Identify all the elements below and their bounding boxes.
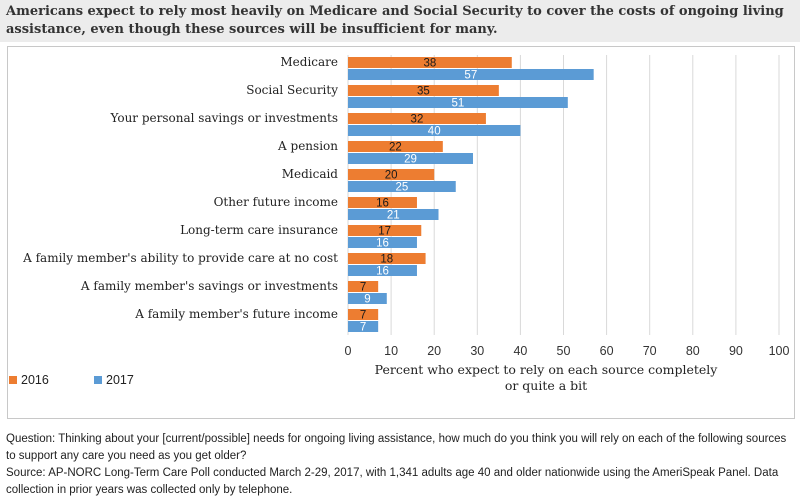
data-label-2017: 16 [376,238,389,250]
chart-frame: 0 10 20 30 40 50 60 70 80 90 100 Medicare 38 57 Social… [7,46,795,419]
bar-2017 [348,209,439,220]
bar-2017 [348,265,417,276]
bar-2017 [348,293,387,304]
bar-chart: 0 10 20 30 40 50 60 70 80 90 100 Medicare 38 57 Social… [9,55,790,393]
bar-2016 [348,309,379,320]
bar-2017 [348,321,379,332]
x-tick-label: 70 [643,344,657,358]
category-label: Long-term care insurance [180,223,338,237]
category-label: Other future income [214,195,338,209]
data-label-2017: 9 [364,294,370,306]
data-label-2016: 18 [380,254,393,266]
bar-2017 [348,97,568,108]
x-tick-label: 0 [345,344,352,358]
chart-title: Americans expect to rely most heavily on… [6,4,784,37]
data-label-2017: 57 [464,70,477,82]
category-label: Medicare [280,55,338,69]
data-label-2016: 20 [385,170,398,182]
category-label: A family member's ability to provide car… [22,251,338,265]
bar-2017 [348,125,521,136]
bar-2016 [348,169,435,180]
data-label-2016: 38 [423,58,436,70]
x-tick-label: 20 [427,344,441,358]
data-label-2017: 21 [387,210,400,222]
category-label: A family member's savings or investments [80,279,338,293]
data-label-2016: 7 [360,282,366,294]
data-label-2017: 25 [395,182,408,194]
data-label-2016: 17 [378,226,391,238]
data-label-2016: 22 [389,142,402,154]
x-tick-label: 100 [769,344,790,358]
legend-label-2016: 2016 [21,373,49,387]
bar-2016 [348,197,417,208]
x-tick-label: 60 [600,344,614,358]
x-axis-title: Percent who expect to rely on each sourc… [375,362,719,377]
bar-2016 [348,253,426,264]
footer: Question: Thinking about your [current/p… [6,431,798,499]
x-tick-label: 90 [729,344,743,358]
category-label: Your personal savings or investments [109,111,338,125]
bar-2017 [348,153,473,164]
data-label-2016: 16 [376,198,389,210]
x-axis-title: or quite a bit [505,378,587,393]
data-label-2017: 40 [428,126,441,138]
bar-2017 [348,181,456,192]
legend-swatch-2017 [94,376,102,384]
bar-2017 [348,237,417,248]
category-label: A family member's future income [134,307,338,321]
category-label: Medicaid [282,167,339,181]
source-text: Source: AP-NORC Long-Term Care Poll cond… [6,467,779,496]
data-label-2017: 7 [360,322,366,334]
bar-2016 [348,281,379,292]
data-label-2017: 29 [404,154,417,166]
bar-2016 [348,225,422,236]
x-tick-label: 40 [513,344,527,358]
legend-label-2017: 2017 [106,373,134,387]
bar-2016 [348,57,512,68]
data-label-2016: 7 [360,310,366,322]
bar-2016 [348,141,443,152]
data-label-2016: 32 [411,114,424,126]
bar-2016 [348,113,486,124]
category-label: Social Security [246,83,338,97]
x-tick-label: 30 [470,344,484,358]
question-text: Question: Thinking about your [current/p… [6,433,787,462]
bar-2016 [348,85,499,96]
x-tick-label: 10 [384,344,398,358]
x-tick-label: 50 [557,344,571,358]
bar-2017 [348,69,594,80]
data-label-2016: 35 [417,86,430,98]
data-label-2017: 51 [452,98,465,110]
data-label-2017: 16 [376,266,389,278]
category-label: A pension [277,139,338,153]
legend-swatch-2016 [9,376,17,384]
title-bar: Americans expect to rely most heavily on… [0,0,800,42]
x-tick-label: 80 [686,344,700,358]
